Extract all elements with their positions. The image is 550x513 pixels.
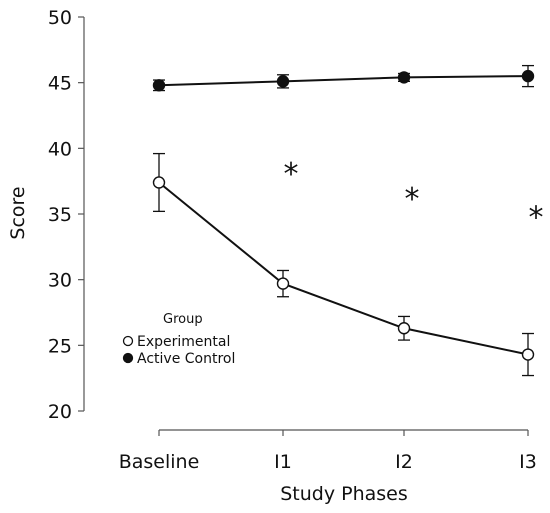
x-tick-label-i1: I1 [274,451,292,473]
point-active-control-i2 [397,71,411,84]
point-experimental-i3 [521,348,535,361]
legend-title: Group [163,312,203,327]
x-axis-title: Study Phases [280,483,408,505]
y-tick-label-20: 20 [48,401,72,423]
point-active-control-baseline [152,79,166,92]
series-line-active-control [158,75,529,87]
series-line-experimental [158,181,529,356]
legend-marker-active-control [122,352,134,364]
significance-marker-i2: * [405,182,420,217]
x-tick-label-i2: I2 [395,451,413,473]
series-active-control [152,64,535,92]
legend-label-active-control: Active Control [137,351,235,367]
y-tick-label-25: 25 [48,335,72,357]
axes: 20 25 30 35 40 45 50 Baseline I1 I2 I3 [48,7,537,473]
legend-marker-experimental [122,335,134,347]
y-tick-label-50: 50 [48,7,72,29]
significance-marker-i3: * [529,200,544,235]
x-tick-label-baseline: Baseline [119,451,200,473]
x-tick-label-i3: I3 [519,451,537,473]
annotation-layer: * * * [284,157,544,235]
point-experimental-i1 [276,277,290,290]
point-experimental-baseline [152,176,166,189]
y-axis-title: Score [7,186,29,239]
significance-marker-i1: * [284,157,299,192]
y-tick-label-45: 45 [48,73,72,95]
point-active-control-i1 [276,75,290,88]
series-experimental [152,152,535,377]
y-tick-label-30: 30 [48,270,72,292]
point-active-control-i3 [521,69,535,83]
legend-label-experimental: Experimental [137,334,230,350]
point-experimental-i2 [397,322,411,335]
legend: Group Experimental Active Control [122,312,235,367]
y-tick-label-40: 40 [48,138,72,160]
series-layer [152,64,535,377]
y-tick-label-35: 35 [48,204,72,226]
